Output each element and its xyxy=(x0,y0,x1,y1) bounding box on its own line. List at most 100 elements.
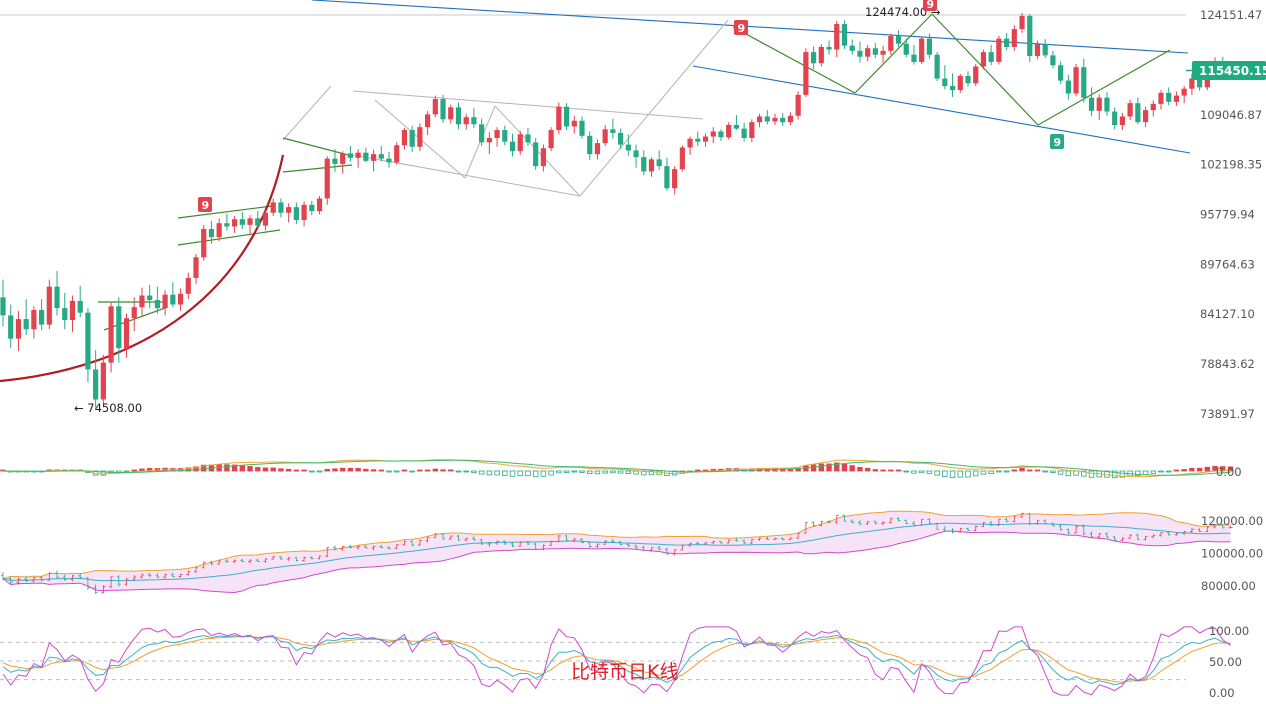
candle-up xyxy=(247,218,253,225)
macd-bar xyxy=(532,470,539,478)
candle-up xyxy=(1189,78,1195,89)
price-tick-label: 124151.47 xyxy=(1200,8,1262,22)
macd-bar xyxy=(1057,470,1064,475)
candle-down xyxy=(239,219,245,225)
boll-tick-label: 120000.00 xyxy=(1201,514,1263,528)
candle-down xyxy=(1050,55,1056,66)
candle-up xyxy=(602,129,608,144)
macd-bar xyxy=(355,468,361,472)
candle-down xyxy=(386,158,392,163)
macd-bar xyxy=(1011,469,1018,472)
macd-bar xyxy=(201,464,207,472)
macd-bar xyxy=(270,467,276,472)
macd-bar xyxy=(1150,470,1156,474)
candle-down xyxy=(147,295,153,301)
price-axis: 124151.47 109046.87 102198.35 95779.94 89764… xyxy=(1200,8,1262,421)
macd-bar xyxy=(988,470,994,474)
candle-up xyxy=(232,219,238,227)
macd-bar xyxy=(1019,468,1025,472)
candle-up xyxy=(772,117,778,122)
candle-up xyxy=(324,158,330,199)
candle-up xyxy=(301,204,307,220)
macd-bar xyxy=(587,470,593,475)
candle-down xyxy=(1058,65,1064,81)
triangle-2-upper xyxy=(177,205,273,219)
macd-bar xyxy=(949,470,956,478)
macd-bar xyxy=(100,470,107,476)
candle-down xyxy=(563,106,570,127)
macd-bar xyxy=(247,466,253,472)
macd-panel: 0.00 xyxy=(0,459,1242,479)
macd-bar xyxy=(463,470,469,473)
candle-down xyxy=(841,24,848,46)
candlestick-panel: 124474.00 → ← 74508.00 9 9 9 9 124151.47 10904… xyxy=(0,0,1262,421)
candle-up xyxy=(270,202,276,213)
candle-down xyxy=(872,48,878,55)
macd-bar xyxy=(1166,470,1172,473)
macd-bar xyxy=(224,464,230,472)
candle-down xyxy=(1004,38,1010,47)
swing-line xyxy=(854,13,933,94)
macd-bar xyxy=(471,470,477,473)
macd-bar xyxy=(934,470,940,476)
candle-down xyxy=(625,144,631,151)
macd-dif-line xyxy=(2,459,1231,478)
candle-down xyxy=(641,157,647,172)
kdj-tick-label: 0.00 xyxy=(1209,686,1235,700)
candle-up xyxy=(888,36,894,51)
macd-bar xyxy=(262,467,269,472)
candle-down xyxy=(278,202,284,213)
kdj-d-line xyxy=(2,636,1231,683)
macd-histogram xyxy=(0,459,1234,479)
macd-bar xyxy=(1196,467,1203,472)
candle-up xyxy=(996,38,1002,62)
macd-bar xyxy=(864,467,871,472)
candle-up xyxy=(340,153,346,164)
macd-bar xyxy=(347,467,354,472)
current-price-tag-bg xyxy=(1192,61,1266,80)
candle-down xyxy=(988,52,994,62)
macd-bar xyxy=(1081,470,1087,477)
macd-bar xyxy=(478,470,485,475)
candle-up xyxy=(432,99,438,115)
macd-bar xyxy=(1088,470,1095,478)
candle-down xyxy=(1135,103,1141,123)
macd-axis: 0.00 xyxy=(1216,465,1242,479)
price-annotations: 124474.00 → ← 74508.00 9 9 9 9 xyxy=(74,0,1064,415)
channel-upper-line xyxy=(311,0,1189,54)
kdj-axis: 100.00 50.00 0.00 xyxy=(1209,624,1249,700)
candle-up xyxy=(594,143,601,155)
macd-bar xyxy=(918,470,925,474)
candle-up xyxy=(193,257,199,278)
macd-bar xyxy=(1158,470,1164,473)
breakout-line xyxy=(579,19,729,197)
macd-bar xyxy=(810,464,817,472)
swing-line xyxy=(931,13,1039,126)
macd-bar xyxy=(517,470,523,477)
candle-up xyxy=(548,130,554,149)
macd-bar xyxy=(1003,470,1010,473)
candle-down xyxy=(533,142,539,167)
macd-bar xyxy=(1119,470,1126,478)
macd-bar xyxy=(911,470,917,474)
flag-pole-line xyxy=(282,85,332,141)
candle-up xyxy=(355,152,361,158)
candle-down xyxy=(347,153,353,158)
kdj-tick-label: 50.00 xyxy=(1209,655,1242,669)
candle-up xyxy=(980,52,987,67)
candle-up xyxy=(417,127,423,147)
candle-down xyxy=(39,309,45,325)
macd-bar xyxy=(509,470,516,477)
macd-bar xyxy=(370,469,377,472)
swing-line xyxy=(1037,49,1171,126)
triangle-2-lower xyxy=(177,229,281,246)
macd-bar xyxy=(903,470,909,473)
pattern-overlays xyxy=(0,0,1191,383)
macd-bar xyxy=(1065,470,1072,477)
candle-up xyxy=(749,122,755,138)
candle-down xyxy=(332,158,338,164)
candle-down xyxy=(23,319,29,330)
macd-bar xyxy=(486,470,493,476)
candle-down xyxy=(409,130,415,147)
